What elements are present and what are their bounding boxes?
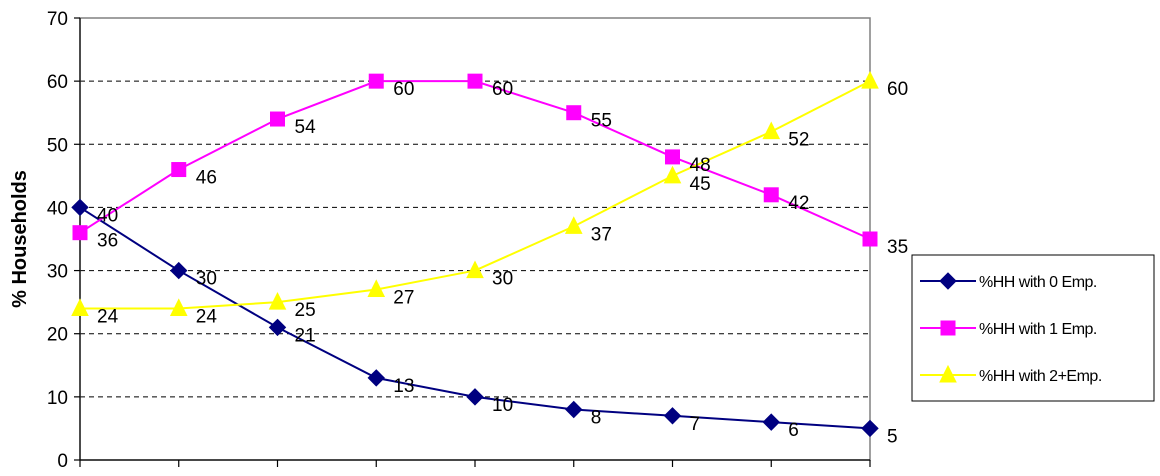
legend-label: %HH with 2+Emp. xyxy=(979,368,1102,385)
data-label: 7 xyxy=(690,414,701,435)
data-point xyxy=(665,149,680,165)
data-point xyxy=(72,225,88,241)
data-label: 13 xyxy=(393,376,414,397)
legend-label: %HH with 1 Emp. xyxy=(979,321,1097,338)
data-point xyxy=(466,388,484,406)
data-point xyxy=(762,121,781,140)
y-tick-label: 40 xyxy=(47,198,68,219)
data-point xyxy=(663,165,682,184)
data-point xyxy=(368,73,384,89)
data-label: 42 xyxy=(788,193,809,214)
data-label: 55 xyxy=(591,111,612,132)
data-point xyxy=(268,292,287,310)
data-label: 60 xyxy=(393,79,414,100)
axes: 0 10 20 30 40 50 60 70 xyxy=(47,9,871,472)
y-tick-label: 0 xyxy=(57,451,68,472)
data-point xyxy=(663,407,682,425)
data-label: 30 xyxy=(196,269,217,290)
data-point xyxy=(268,318,287,337)
data-point xyxy=(270,111,285,127)
data-label: 27 xyxy=(393,288,414,309)
data-label: 60 xyxy=(492,79,513,100)
series-2 xyxy=(71,71,879,316)
data-label: 30 xyxy=(492,269,513,290)
data-point xyxy=(565,400,583,419)
y-tick-label: 60 xyxy=(47,72,68,93)
series-lines xyxy=(71,71,879,438)
data-point xyxy=(762,413,780,431)
data-label: 8 xyxy=(591,407,602,428)
data-point xyxy=(862,231,878,247)
legend: %HH with 0 Emp. %HH with 1 Emp. %HH with 2… xyxy=(911,254,1155,402)
legend-entry-0: %HH with 0 Emp. xyxy=(920,272,1097,291)
data-label: 35 xyxy=(887,237,908,258)
y-tick-label: 30 xyxy=(47,262,68,283)
data-point xyxy=(367,279,386,298)
data-label: 6 xyxy=(788,420,799,441)
data-label: 25 xyxy=(295,300,316,321)
data-label: 48 xyxy=(690,155,711,176)
data-point xyxy=(861,419,879,438)
legend-label: %HH with 0 Emp. xyxy=(979,274,1097,291)
data-point xyxy=(566,105,582,121)
data-point xyxy=(861,71,879,89)
legend-marker xyxy=(939,272,957,290)
legend-marker xyxy=(939,364,957,383)
data-point xyxy=(564,216,583,234)
legend-marker xyxy=(940,320,956,336)
data-label: 24 xyxy=(97,306,119,327)
data-label: 21 xyxy=(295,325,316,346)
y-axis-title: % Households xyxy=(9,170,31,308)
data-point xyxy=(467,73,483,89)
data-point xyxy=(367,369,385,387)
y-tick-label: 50 xyxy=(47,135,68,156)
series-line xyxy=(79,80,871,240)
data-point xyxy=(169,298,188,316)
legend-entry-1: %HH with 1 Emp. xyxy=(920,320,1097,338)
y-tick-label: 10 xyxy=(47,388,68,409)
data-label: 10 xyxy=(492,395,513,416)
data-label: 24 xyxy=(196,306,218,327)
data-label: 37 xyxy=(591,224,612,245)
data-point xyxy=(763,187,779,203)
data-label: 45 xyxy=(690,174,711,195)
data-point xyxy=(171,162,187,178)
data-label: 46 xyxy=(196,168,217,189)
data-label: 60 xyxy=(887,79,908,100)
data-label: 5 xyxy=(887,426,898,447)
series-1 xyxy=(72,73,878,247)
data-label: 54 xyxy=(295,117,317,138)
data-label: 52 xyxy=(788,130,809,151)
y-tick-label: 20 xyxy=(47,325,68,346)
data-labels: 40 30 21 13 10 8 7 6 5 36 46 54 60 60 55 48 42 35 24 24 25 27… xyxy=(97,79,908,447)
data-point xyxy=(71,198,89,217)
y-tick-label: 70 xyxy=(47,9,68,30)
gridlines xyxy=(80,80,870,398)
data-point xyxy=(170,261,188,280)
series-0 xyxy=(71,198,879,438)
data-label: 36 xyxy=(97,231,118,252)
data-point xyxy=(466,260,484,279)
data-point xyxy=(71,298,89,316)
legend-entry-2: %HH with 2+Emp. xyxy=(920,364,1102,385)
data-label: 40 xyxy=(97,205,118,226)
